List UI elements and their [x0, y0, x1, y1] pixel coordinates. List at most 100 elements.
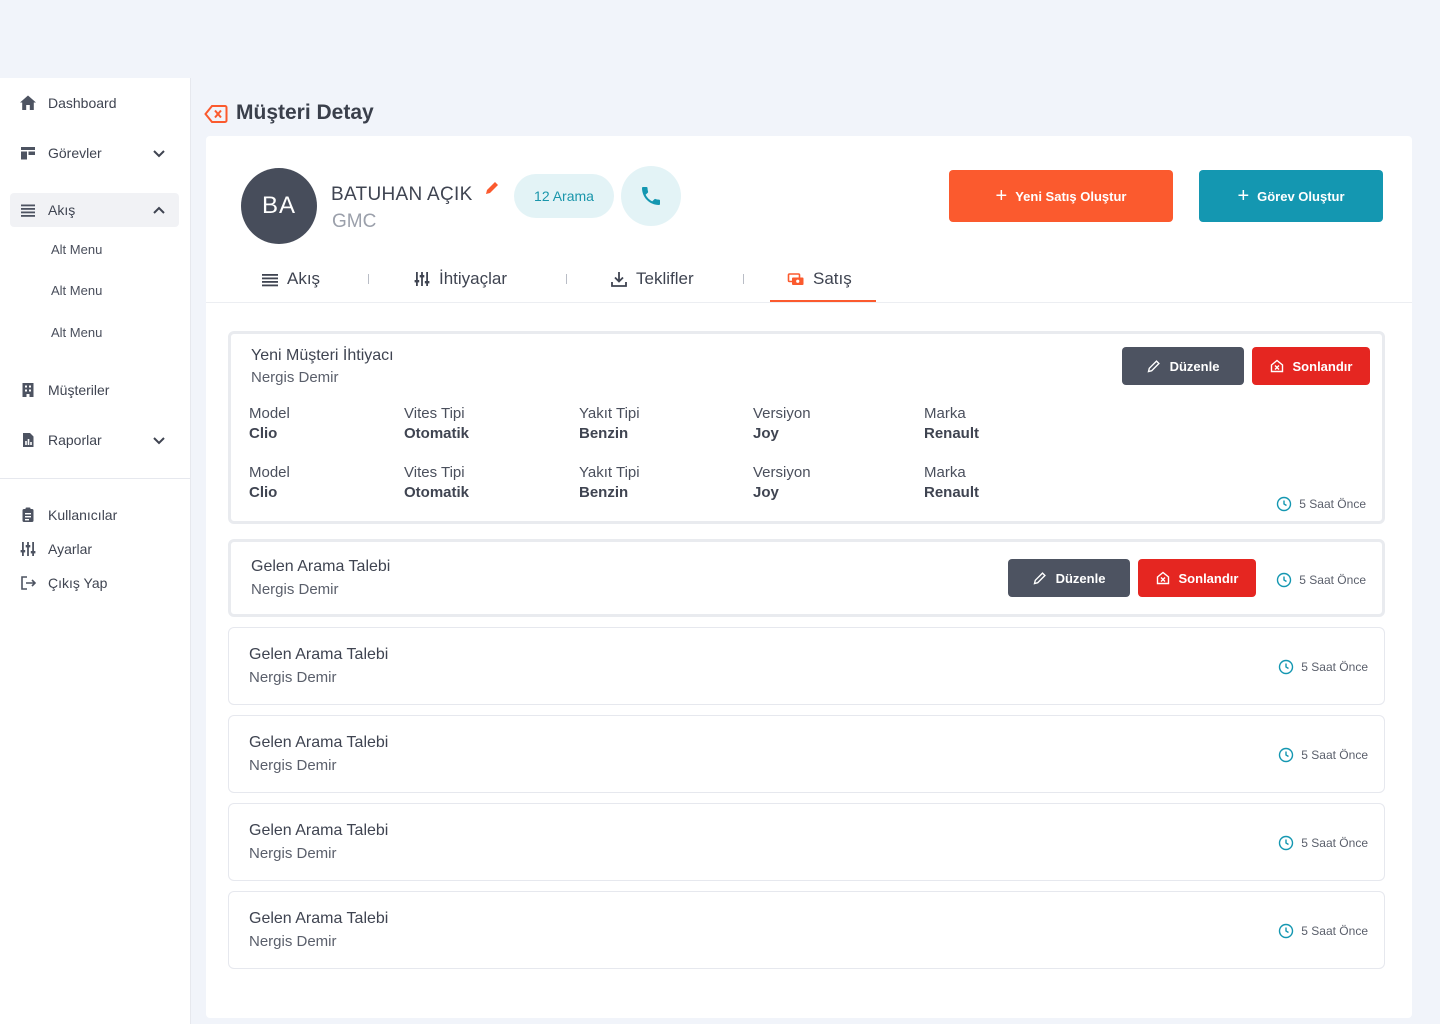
record-subtitle: Nergis Demir [249, 845, 337, 862]
field-label: Marka [924, 464, 966, 481]
record-title: Gelen Arama Talebi [249, 822, 389, 839]
tab-akis[interactable]: Akış [261, 266, 320, 292]
sidebar-divider [0, 478, 191, 479]
field-versiyon: Versiyon Joy [753, 464, 811, 501]
layout-icon [19, 144, 37, 162]
field-vites: Vites Tipi Otomatik [404, 464, 469, 501]
active-tab-indicator [770, 300, 876, 303]
field-model: Model Clio [249, 405, 290, 442]
timestamp: 5 Saat Önce [1278, 747, 1368, 763]
sidebar-item-raporlar[interactable]: Raporlar [10, 423, 179, 457]
tabs-divider [206, 302, 1412, 303]
record-title: Gelen Arama Talebi [249, 734, 389, 751]
clipboard-icon [19, 506, 37, 524]
field-value: Otomatik [404, 425, 470, 442]
chevron-down-icon[interactable] [151, 145, 167, 161]
timestamp: 5 Saat Önce [1276, 572, 1366, 588]
sidebar-item-label: Raporlar [48, 432, 102, 448]
field-label: Yakıt Tipi [579, 405, 640, 422]
tab-satis[interactable]: Satış [787, 266, 852, 292]
field-value: Renault [924, 484, 980, 501]
field-value: Benzin [579, 425, 629, 442]
tab-label: Satış [813, 269, 852, 288]
new-sale-label: Yeni Satış Oluştur [1015, 188, 1127, 204]
edit-button[interactable]: Düzenle [1008, 559, 1130, 597]
clock-icon [1279, 659, 1294, 675]
edit-label: Düzenle [1169, 358, 1220, 374]
sidebar-subitem[interactable]: Alt Menu [51, 325, 103, 340]
list-item[interactable]: Gelen Arama Talebi Nergis Demir 5 Saat Ö… [228, 627, 1385, 705]
home-icon [19, 94, 37, 112]
avatar: BA [241, 168, 317, 244]
menu-lines-icon [261, 270, 279, 288]
field-marka: Marka Renault [924, 405, 979, 442]
finish-button[interactable]: Sonlandır [1138, 559, 1256, 597]
page-title: Müşteri Detay [236, 101, 374, 124]
list-item[interactable]: Gelen Arama Talebi Nergis Demir Düzenle … [228, 539, 1385, 617]
tab-ihtiyaclar[interactable]: İhtiyaçlar [413, 266, 507, 292]
tab-label: İhtiyaçlar [439, 269, 508, 288]
field-model: Model Clio [249, 464, 290, 501]
field-value: Clio [249, 425, 278, 442]
record-subtitle: Nergis Demir [249, 757, 337, 774]
field-value: Clio [249, 484, 278, 501]
sidebar-item-label: Ayarlar [48, 541, 93, 557]
tab-label: Akış [287, 269, 321, 288]
timestamp: 5 Saat Önce [1278, 659, 1368, 675]
field-label: Model [249, 405, 290, 422]
edit-button[interactable]: Düzenle [1122, 347, 1244, 385]
timestamp-text: 5 Saat Önce [1299, 497, 1366, 511]
customer-name: BATUHAN AÇIK [331, 184, 473, 205]
sidebar-item-dashboard[interactable]: Dashboard [10, 86, 179, 120]
clock-icon [1279, 835, 1294, 851]
list-item[interactable]: Yeni Müşteri İhtiyacı Nergis Demir Düzen… [228, 331, 1385, 524]
sidebar-subitem[interactable]: Alt Menu [51, 242, 103, 257]
tab-separator [743, 274, 744, 284]
finish-label: Sonlandır [1178, 570, 1239, 586]
sidebar-item-cikis[interactable]: Çıkış Yap [10, 566, 179, 600]
clock-icon [1279, 747, 1294, 763]
field-label: Versiyon [753, 405, 811, 422]
pencil-icon[interactable] [484, 180, 500, 196]
record-subtitle: Nergis Demir [251, 369, 339, 386]
edit-label: Düzenle [1055, 570, 1106, 586]
chevron-up-icon[interactable] [151, 202, 167, 218]
new-sale-button[interactable]: + Yeni Satış Oluştur [949, 170, 1173, 222]
field-value: Renault [924, 425, 980, 442]
money-icon [787, 270, 805, 288]
customer-company: GMC [332, 211, 377, 232]
sidebar-item-gorevler[interactable]: Görevler [10, 136, 179, 170]
chevron-down-icon[interactable] [151, 432, 167, 448]
timestamp-text: 5 Saat Önce [1301, 748, 1368, 762]
sidebar-item-label: Kullanıcılar [48, 507, 118, 523]
tab-teklifler[interactable]: Teklifler [610, 266, 694, 292]
sidebar-item-kullanicilar[interactable]: Kullanıcılar [10, 498, 179, 532]
record-subtitle: Nergis Demir [251, 581, 339, 598]
sidebar: Dashboard Görevler Akış Alt Menu Alt Men… [0, 78, 191, 1024]
field-value: Joy [753, 425, 779, 442]
sidebar-item-akis[interactable]: Akış [10, 193, 179, 227]
tab-separator [368, 274, 369, 284]
sidebar-item-label: Müşteriler [48, 382, 110, 398]
list-item[interactable]: Gelen Arama Talebi Nergis Demir 5 Saat Ö… [228, 891, 1385, 969]
list-item[interactable]: Gelen Arama Talebi Nergis Demir 5 Saat Ö… [228, 715, 1385, 793]
sidebar-item-musteriler[interactable]: Müşteriler [10, 373, 179, 407]
sidebar-item-label: Çıkış Yap [48, 575, 108, 591]
close-house-icon [1156, 571, 1170, 585]
timestamp-text: 5 Saat Önce [1301, 924, 1368, 938]
sidebar-item-ayarlar[interactable]: Ayarlar [10, 532, 179, 566]
timestamp-text: 5 Saat Önce [1301, 660, 1368, 674]
backspace-icon[interactable] [204, 104, 228, 124]
record-title: Gelen Arama Talebi [249, 910, 389, 927]
new-task-button[interactable]: + Görev Oluştur [1199, 170, 1383, 222]
sliders-icon [19, 540, 37, 558]
report-icon [19, 431, 37, 449]
call-button[interactable] [621, 166, 681, 226]
field-yakit: Yakıt Tipi Benzin [579, 405, 640, 442]
record-title: Gelen Arama Talebi [249, 646, 389, 663]
finish-button[interactable]: Sonlandır [1252, 347, 1370, 385]
list-item[interactable]: Gelen Arama Talebi Nergis Demir 5 Saat Ö… [228, 803, 1385, 881]
sidebar-subitem[interactable]: Alt Menu [51, 283, 103, 298]
field-marka: Marka Renault [924, 464, 979, 501]
field-versiyon: Versiyon Joy [753, 405, 811, 442]
